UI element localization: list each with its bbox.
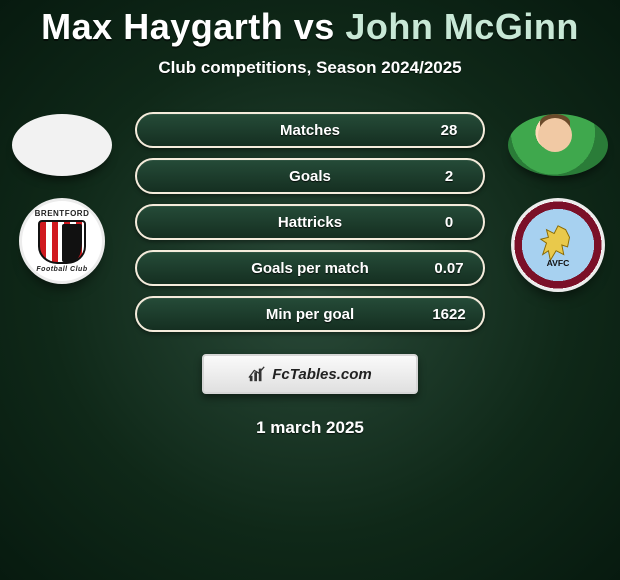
stat-row-goals: Goals 2	[135, 158, 485, 194]
title-player2: John McGinn	[345, 6, 579, 47]
brentford-text: BRENTFORD	[35, 209, 90, 218]
stat-right-value: 0.07	[415, 260, 483, 277]
stat-label: Goals per match	[205, 260, 415, 277]
player1-photo	[12, 114, 112, 176]
stat-right-value: 2	[415, 168, 483, 185]
svg-text:AVFC: AVFC	[547, 258, 570, 268]
stat-row-gpm: Goals per match 0.07	[135, 250, 485, 286]
stat-right-value: 28	[415, 122, 483, 139]
avfc-lion-icon: AVFC	[535, 222, 581, 268]
comparison-row: BRENTFORD Football Club Matches 28 Goals…	[0, 108, 620, 332]
stat-label: Goals	[205, 168, 415, 185]
page-title: Max Haygarth vs John McGinn	[41, 6, 579, 48]
stat-right-value: 1622	[415, 306, 483, 323]
stat-row-hattricks: Hattricks 0	[135, 204, 485, 240]
stat-label: Hattricks	[205, 214, 415, 231]
stat-row-mpg: Min per goal 1622	[135, 296, 485, 332]
title-vs: vs	[294, 6, 335, 47]
brentford-shield-icon	[38, 220, 86, 264]
title-player1: Max Haygarth	[41, 6, 283, 47]
left-side-column: BRENTFORD Football Club	[7, 108, 117, 284]
right-side-column: AVFC	[503, 108, 613, 292]
stat-label: Matches	[205, 122, 415, 139]
stat-label: Min per goal	[205, 306, 415, 323]
brentford-fc-text: Football Club	[36, 266, 87, 273]
date-text: 1 march 2025	[256, 418, 364, 438]
attribution-box: FcTables.com	[202, 354, 418, 394]
bar-chart-icon	[248, 365, 266, 383]
club-logo-avfc: AVFC	[511, 198, 605, 292]
attribution-text: FcTables.com	[272, 366, 371, 383]
club-logo-brentford: BRENTFORD Football Club	[19, 198, 105, 284]
subtitle: Club competitions, Season 2024/2025	[158, 58, 461, 78]
stats-column: Matches 28 Goals 2 Hattricks 0 Goals per…	[135, 108, 485, 332]
stat-row-matches: Matches 28	[135, 112, 485, 148]
stat-right-value: 0	[415, 214, 483, 231]
player2-photo	[508, 114, 608, 176]
